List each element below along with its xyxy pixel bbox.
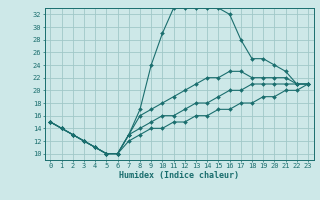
X-axis label: Humidex (Indice chaleur): Humidex (Indice chaleur) — [119, 171, 239, 180]
